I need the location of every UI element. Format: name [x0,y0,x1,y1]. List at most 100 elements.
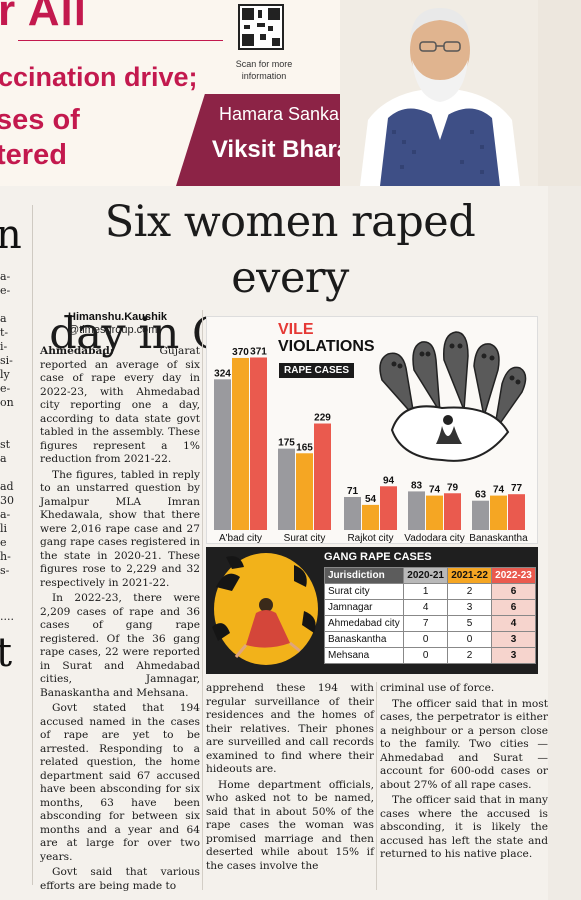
adjacent-text: a- [0,270,11,283]
article-paragraph: Home department officials, who asked not… [206,778,374,872]
infographic-title: VIOLATIONS [278,338,375,355]
page-margin [548,186,581,900]
category-label: Banaskantha [469,533,528,544]
chart-tag: RAPE CASES [279,363,355,378]
table-row: Jamnagar 4 3 6 [323,599,536,616]
article-column-2: apprehend these 194 with regular surveil… [206,682,374,875]
infographic: VILE VIOLATIONS RAPE CASES 324 370 371 A'ba… [206,316,538,674]
article-column-1: Ahmedabad: Gujarat reported an average o… [40,345,200,895]
article-paragraph: The officer said that in many cases wher… [380,794,548,860]
gang-rape-table: Jurisdiction 2020-21 2021-22 2022-23 Sur… [323,567,536,664]
table-cell: Jamnagar [323,599,405,616]
dateline: Ahmedabad: [40,345,114,357]
column-header: 2022-23 [491,567,536,584]
table-cell: Mehsana [323,647,405,664]
chart-bar [344,496,361,530]
slogan-line-2: Viksit Bharat [211,136,359,163]
data-label: 74 [429,485,441,496]
table-cell: 0 [447,631,493,648]
ad-text-fragment: r All [0,0,87,35]
article-paragraph: criminal use of force. [380,682,495,694]
table-cell: 3 [491,647,536,664]
chart-bar [472,500,489,530]
qr-code-icon[interactable] [238,4,284,50]
chart-bar [232,357,249,530]
headline-line-1: Six women raped every [104,197,476,303]
adjacent-text: h- [0,550,11,563]
table-cell: 4 [403,599,449,616]
data-label: 77 [511,483,523,494]
article-column-3: criminal use of force. The officer said … [380,682,548,864]
data-label: 74 [493,485,505,496]
chart-bar [296,453,313,530]
chart-bar [408,491,425,530]
adjacent-text: st [0,438,11,451]
victim-illustration [206,547,321,674]
chart-bar [250,357,267,530]
adjacent-text: on [0,396,14,409]
table-cell: 2 [447,583,493,600]
adjacent-text: .... [0,610,14,623]
page-margin [538,0,581,186]
adjacent-article-fragment: n a- e- a t- i- si- ly e- on st a ad 30 … [0,190,30,900]
adjacent-text: i- [0,340,8,353]
article-paragraph: apprehend these 194 with regular surveil… [206,682,374,775]
table-cell: 4 [491,615,536,632]
chart-bar [426,495,443,530]
table-cell: 1 [403,583,449,600]
ad-text-fragment: ccination drive; [0,62,198,92]
category-label: Vadodara city [404,533,464,544]
table-cell: Banaskantha [323,631,405,648]
data-label: 83 [411,480,423,491]
table-header-row: Jurisdiction 2020-21 2021-22 2022-23 [323,567,536,584]
category-label: A'bad city [219,533,262,544]
table-row: Mehsana 0 2 3 [323,647,536,664]
adjacent-headline-fragment: t [0,630,13,676]
data-label: 79 [447,482,459,493]
table-cell: 6 [491,583,536,600]
data-label: 71 [347,486,359,497]
adjacent-text: ad [0,480,14,493]
advertisement-banner: r All ccination drive; ses of tered Scan… [0,0,581,186]
column-header: 2021-22 [447,567,493,584]
data-label: 94 [383,475,395,486]
portrait-illustration [340,0,540,186]
adjacent-text: a [0,312,7,325]
ad-text-fragment: tered [0,139,67,171]
chart-bar [314,423,331,530]
adjacent-text: e [0,536,7,549]
data-label: 165 [296,442,313,453]
data-label: 370 [232,347,249,358]
chart-bar [380,486,397,530]
chart-bar [490,495,507,530]
chart-bar [278,448,295,530]
article-paragraph: Govt stated that 194 accused named in th… [40,702,200,863]
adjacent-headline-fragment: n [0,212,22,258]
data-label: 63 [475,490,487,501]
table-cell: Surat city [323,583,405,600]
column-rule [32,205,33,885]
infographic-title-accent: VILE [278,321,314,338]
table-cell: 3 [491,631,536,648]
adjacent-text: a- [0,508,11,521]
table-cell: 0 [403,631,449,648]
chart-bar [362,504,379,530]
article-paragraph: The officer said that in most cases, the… [380,697,548,791]
qr-caption: Scan for more information [235,59,293,81]
table-title: GANG RAPE CASES [324,551,432,563]
adjacent-text: li [0,522,8,535]
table-cell: 6 [491,599,536,616]
table-cell: 7 [403,615,449,632]
table-row: Ahmedabad city 7 5 4 [323,615,536,632]
column-rule [376,682,377,890]
column-rule [202,310,203,890]
article-paragraph: Govt said that various efforts are being… [40,866,200,892]
data-label: 371 [250,346,267,357]
data-label: 54 [365,494,377,505]
data-label: 229 [314,413,331,424]
ad-divider [18,40,223,41]
chart-bar [508,494,525,530]
slogan-line-1: Hamara Sankalp [218,104,354,124]
chart-bar [444,493,461,530]
adjacent-text: e- [0,284,11,297]
